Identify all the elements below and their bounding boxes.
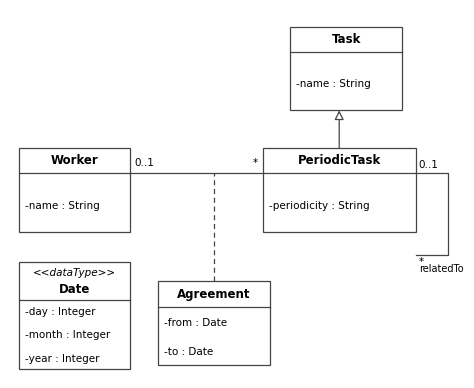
Bar xyxy=(291,27,402,110)
Text: 0..1: 0..1 xyxy=(135,158,155,168)
Text: relatedTo: relatedTo xyxy=(419,264,463,274)
Text: -day : Integer: -day : Integer xyxy=(25,307,95,317)
Bar xyxy=(18,262,130,369)
Text: *: * xyxy=(419,257,424,267)
Text: Worker: Worker xyxy=(51,154,98,167)
Text: -from : Date: -from : Date xyxy=(164,318,227,327)
Bar xyxy=(18,148,130,232)
Text: PeriodicTask: PeriodicTask xyxy=(298,154,381,167)
Bar xyxy=(263,148,416,232)
Text: -year : Integer: -year : Integer xyxy=(25,353,99,364)
Text: *: * xyxy=(253,158,258,168)
Text: -name : String: -name : String xyxy=(25,201,100,211)
Text: -to : Date: -to : Date xyxy=(164,347,213,357)
Text: -periodicity : String: -periodicity : String xyxy=(269,201,369,211)
Text: Task: Task xyxy=(331,33,361,46)
Text: -month : Integer: -month : Integer xyxy=(25,331,110,340)
Text: Date: Date xyxy=(59,283,90,296)
Text: -name : String: -name : String xyxy=(296,79,371,89)
Text: 0..1: 0..1 xyxy=(419,160,438,170)
Bar xyxy=(158,281,270,365)
Text: <<dataType>>: <<dataType>> xyxy=(33,268,116,278)
Text: Agreement: Agreement xyxy=(177,288,251,300)
